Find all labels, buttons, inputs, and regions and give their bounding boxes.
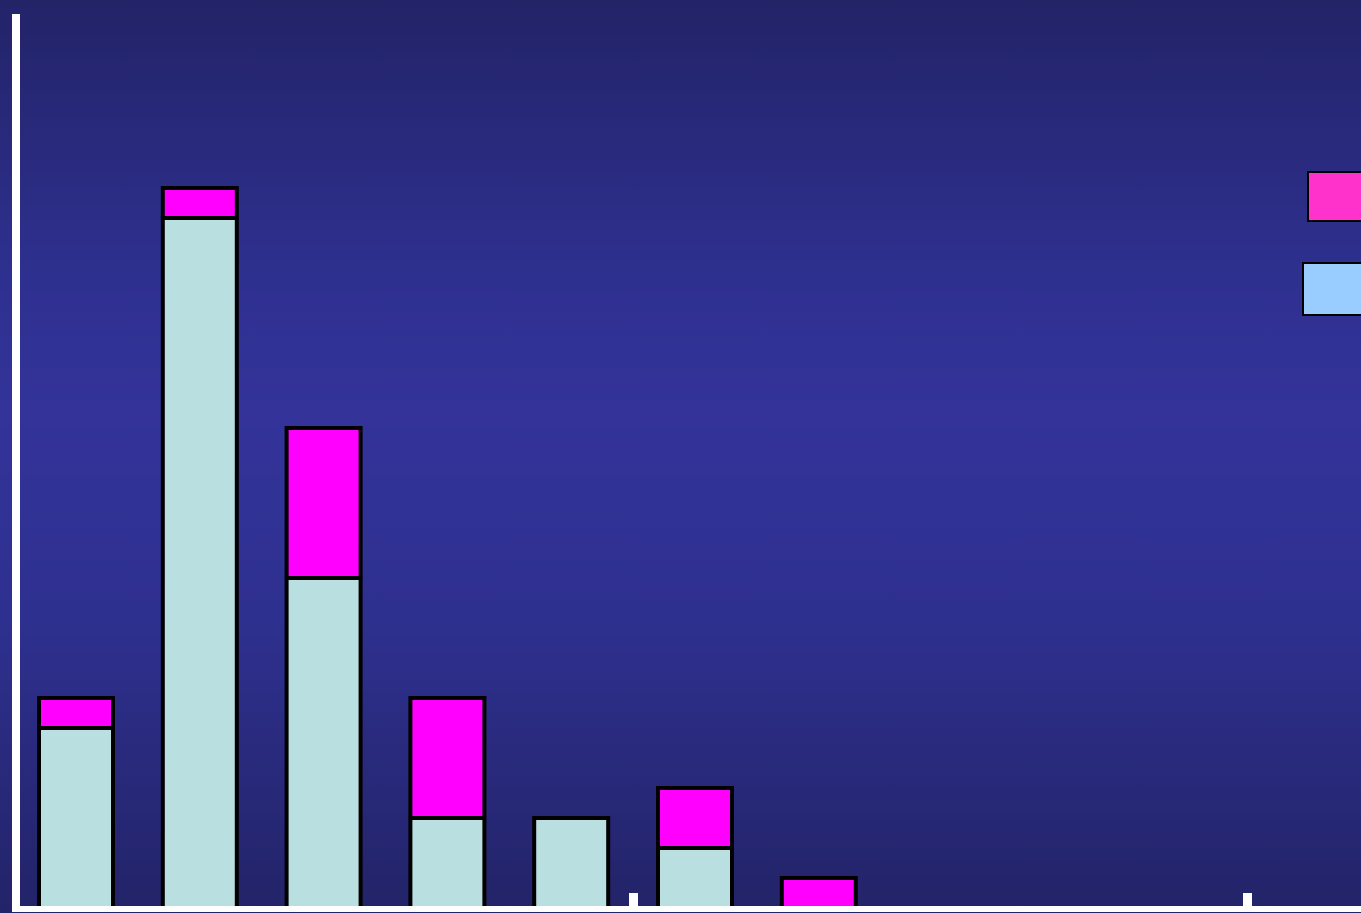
axes-layer [12,14,1361,912]
bar-segment-series-1 [284,576,363,910]
bar-segment-series-2 [656,786,734,850]
bar-segment-series-1 [160,216,239,910]
bar-segment-series-1 [532,816,611,910]
bars-layer [37,186,858,910]
bar-segment-series-2 [37,696,115,730]
legend [1302,171,1361,316]
bar-segment-series-1 [656,846,734,910]
bar-segment-series-2 [160,186,239,220]
bar-segment-series-1 [408,816,487,910]
bar-segment-series-1 [37,726,115,910]
bar-segment-series-2 [779,876,858,910]
legend-swatch-series-2 [1307,171,1361,222]
bar-segment-series-2 [408,696,487,820]
legend-swatch-series-1 [1302,262,1361,316]
x-axis-tick [1243,893,1252,908]
bar-segment-series-2 [284,426,363,580]
x-axis-tick [629,893,638,908]
